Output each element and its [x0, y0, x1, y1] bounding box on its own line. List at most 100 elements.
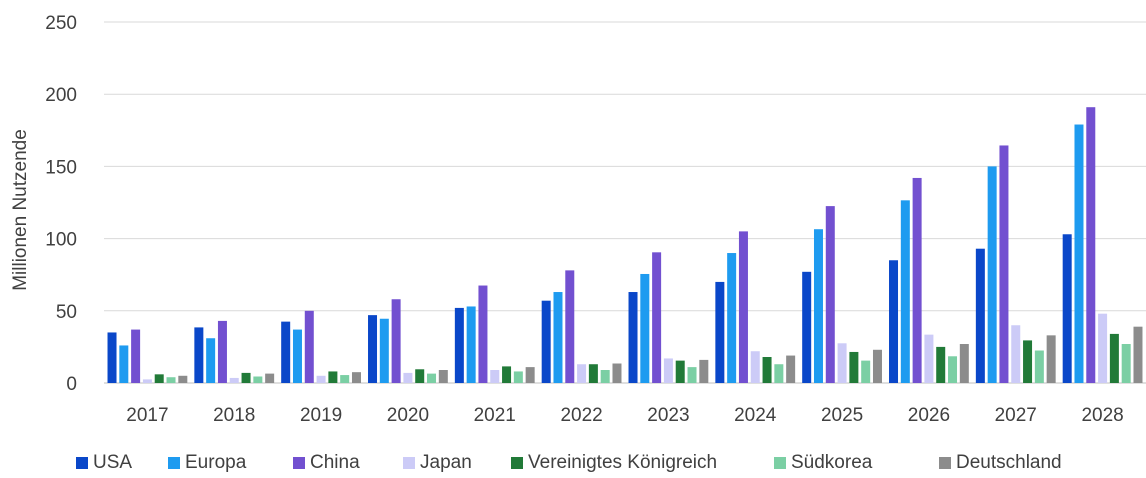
bar — [813, 229, 823, 383]
bar — [663, 358, 673, 383]
y-tick-label: 100 — [45, 230, 77, 251]
bar — [1086, 107, 1096, 384]
bar — [924, 334, 934, 383]
bar — [368, 315, 378, 383]
bar — [750, 351, 760, 383]
bar — [166, 377, 176, 383]
x-tick-label: 2024 — [734, 405, 777, 426]
bar — [217, 320, 227, 383]
bar — [774, 364, 784, 383]
legend-label: USA — [93, 452, 133, 473]
bar — [490, 370, 500, 383]
bar-chart: 0 50 100 150 200 250 2017 2018 2019 2020 2021 2022… — [10, 13, 1146, 426]
bar — [265, 373, 275, 383]
bar — [154, 374, 164, 383]
bar — [502, 366, 512, 383]
bar — [959, 344, 969, 383]
bar — [541, 300, 551, 383]
legend-item: USA — [76, 452, 132, 474]
legend-label: Japan — [420, 452, 472, 473]
bar — [403, 372, 413, 383]
bar — [948, 356, 958, 383]
legend-swatch — [76, 457, 88, 469]
legend-item: Europa — [168, 452, 246, 474]
x-tick-label: 2023 — [647, 405, 689, 426]
bar — [872, 349, 882, 383]
bar — [328, 371, 338, 383]
bar — [652, 252, 662, 383]
x-tick-label: 2018 — [213, 405, 255, 426]
bar — [513, 371, 523, 383]
legend-item: Japan — [403, 452, 472, 474]
legend-swatch — [403, 457, 415, 469]
bar — [912, 177, 922, 383]
y-tick-label: 50 — [56, 302, 77, 323]
bar — [427, 373, 437, 383]
legend-item: Südkorea — [774, 452, 872, 474]
legend-label: Vereinigtes Königreich — [528, 452, 718, 473]
legend-swatch — [168, 457, 180, 469]
bar — [194, 327, 204, 383]
bar — [253, 376, 263, 383]
x-tick-label: 2026 — [908, 405, 950, 426]
y-tick-label: 0 — [66, 374, 77, 395]
bar — [1098, 313, 1108, 383]
bar — [900, 200, 910, 383]
bar — [119, 345, 129, 383]
legend-swatch — [939, 457, 951, 469]
legend-label: Europa — [185, 452, 247, 473]
legend-label: China — [310, 452, 360, 473]
bar — [715, 281, 725, 383]
bar — [379, 318, 389, 383]
y-axis-label: Millionen Nutzende — [10, 129, 31, 291]
bar — [316, 375, 326, 383]
bar — [999, 145, 1009, 383]
bar — [1011, 325, 1021, 383]
bar — [612, 363, 622, 383]
bar — [340, 375, 350, 383]
bar — [292, 329, 302, 383]
bar — [241, 372, 251, 383]
bar — [802, 271, 812, 383]
bar — [1074, 124, 1084, 384]
y-axis-ticks: 0 50 100 150 200 250 — [45, 13, 77, 395]
y-tick-label: 200 — [45, 85, 77, 106]
bar — [415, 369, 425, 383]
legend-swatch — [511, 457, 523, 469]
bar — [1109, 333, 1119, 383]
bar — [727, 253, 737, 383]
legend-swatch — [774, 457, 786, 469]
bar — [565, 270, 575, 383]
bar — [107, 332, 117, 383]
legend-label: Südkorea — [791, 452, 873, 473]
bar — [525, 367, 535, 383]
bar — [351, 372, 361, 383]
legend-label: Deutschland — [956, 452, 1062, 473]
bar — [600, 370, 610, 383]
bar — [281, 321, 291, 383]
y-tick-label: 250 — [45, 13, 77, 34]
bar — [206, 338, 216, 383]
x-tick-label: 2020 — [387, 405, 429, 426]
bar — [975, 248, 985, 383]
bar — [553, 292, 563, 383]
bar — [825, 206, 835, 383]
bars — [107, 107, 1143, 384]
bar — [466, 306, 476, 383]
bar — [588, 364, 598, 383]
legend-swatch — [293, 457, 305, 469]
bar — [1121, 344, 1131, 383]
bar — [849, 351, 859, 383]
bar — [889, 260, 899, 383]
bar — [1023, 340, 1033, 383]
bar — [1034, 350, 1044, 383]
bar — [675, 360, 685, 383]
bar — [1133, 326, 1143, 383]
bar — [861, 360, 871, 383]
bar — [577, 364, 587, 383]
bar — [178, 375, 188, 383]
x-tick-label: 2017 — [126, 405, 168, 426]
bar — [786, 355, 796, 383]
bar — [687, 367, 697, 383]
bar — [699, 359, 709, 383]
